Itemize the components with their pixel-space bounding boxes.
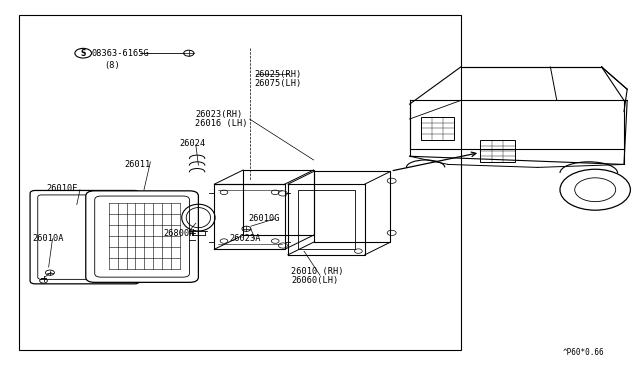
FancyBboxPatch shape [95, 196, 189, 277]
Text: 26060(LH): 26060(LH) [291, 276, 339, 285]
Text: 26024: 26024 [179, 139, 205, 148]
Text: 26010A: 26010A [32, 234, 63, 243]
Text: 26023(RH): 26023(RH) [195, 110, 243, 119]
Bar [421, 117, 454, 140]
Text: 26800N: 26800N [163, 229, 195, 238]
Text: 26010 (RH): 26010 (RH) [291, 267, 344, 276]
Text: S: S [81, 49, 86, 58]
Text: 08363-6165G: 08363-6165G [92, 49, 149, 58]
Text: 26023A: 26023A [229, 234, 260, 243]
FancyBboxPatch shape [86, 191, 198, 282]
Text: 26075(LH): 26075(LH) [255, 79, 302, 88]
Text: 26011: 26011 [125, 160, 151, 169]
Text: 26010G: 26010G [248, 214, 280, 223]
Text: ^P60*0.66: ^P60*0.66 [563, 348, 605, 357]
Text: (8): (8) [104, 61, 120, 70]
Text: 26010E: 26010E [47, 185, 78, 193]
Bar [480, 140, 515, 162]
Text: 26016 (LH): 26016 (LH) [195, 119, 248, 128]
Text: 26025(RH): 26025(RH) [255, 70, 302, 79]
Bar [19, 15, 461, 350]
